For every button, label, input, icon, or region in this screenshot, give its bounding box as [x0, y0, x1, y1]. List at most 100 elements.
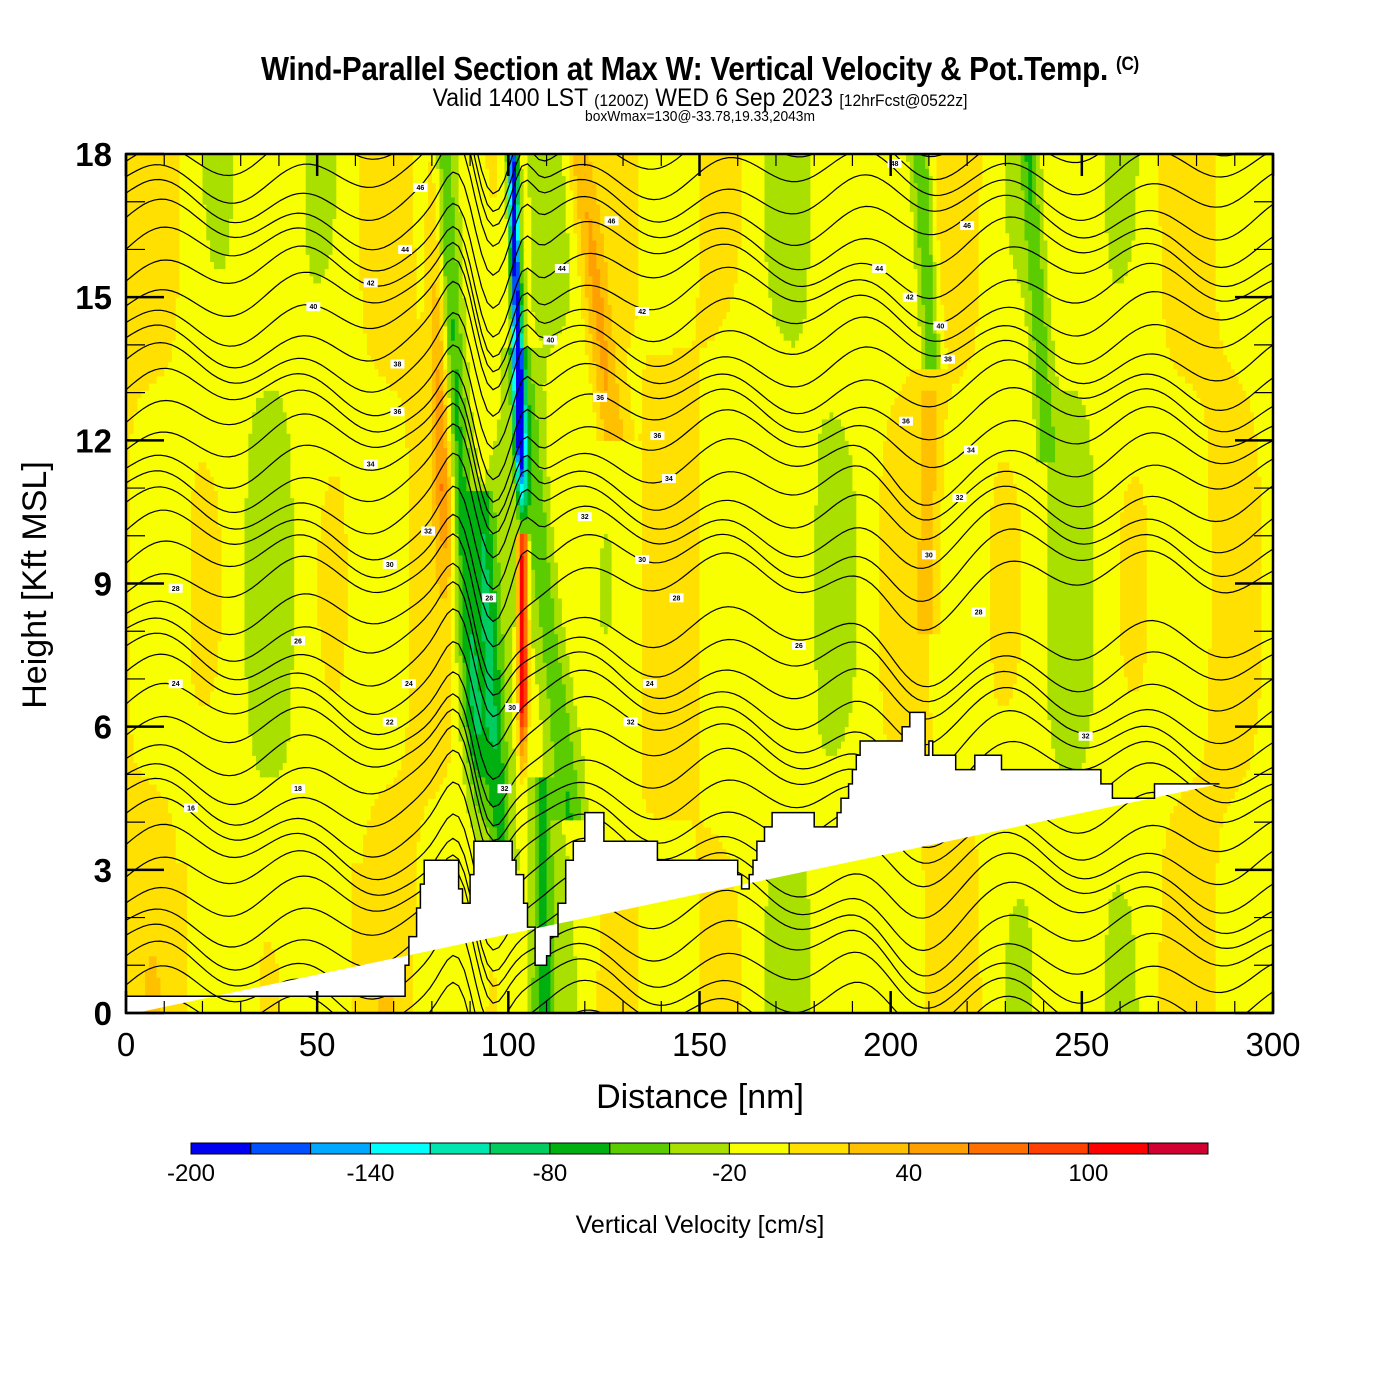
w-cell	[496, 869, 502, 1013]
w-cell	[244, 154, 249, 499]
w-cell	[695, 154, 701, 298]
w-cell	[313, 154, 318, 284]
colorbar-bin	[250, 1142, 312, 1155]
w-cell	[1066, 776, 1071, 1013]
w-cell	[466, 361, 471, 449]
w-cell	[194, 469, 200, 699]
w-cell	[600, 154, 605, 234]
w-cell	[531, 154, 536, 313]
w-cell	[1024, 154, 1029, 162]
w-cell	[1177, 798, 1182, 1013]
contour-label-bg	[635, 306, 650, 316]
w-cell	[714, 154, 720, 334]
w-cell	[523, 519, 528, 534]
w-cell	[917, 154, 922, 248]
w-cell	[848, 154, 853, 456]
w-cell	[267, 776, 272, 942]
w-cell	[386, 383, 391, 785]
w-cell	[535, 597, 540, 685]
w-cell	[519, 497, 525, 506]
w-cell	[347, 154, 353, 1013]
w-cell	[936, 762, 941, 1013]
w-cell	[928, 633, 934, 713]
w-cell	[217, 154, 223, 270]
w-cell	[603, 390, 609, 441]
w-cell	[267, 390, 272, 778]
colorbar-tick-label: -140	[346, 1160, 394, 1187]
colorbar-bin	[310, 1142, 371, 1155]
w-cell	[959, 154, 964, 377]
w-cell	[328, 690, 333, 1013]
w-cell	[309, 275, 314, 1013]
contour-label: 44	[401, 247, 409, 254]
w-cell	[523, 404, 528, 434]
colorbar-bin	[1028, 1142, 1089, 1155]
w-cell	[776, 154, 781, 327]
w-cell	[1135, 175, 1140, 477]
w-cell	[764, 261, 769, 907]
w-cell	[191, 490, 196, 685]
w-cell	[974, 154, 980, 327]
w-cell	[435, 504, 441, 585]
w-cell	[1120, 154, 1125, 284]
w-cell	[324, 268, 330, 491]
w-cell	[844, 154, 850, 441]
contour-label-bg	[482, 593, 497, 603]
contour-label-bg	[604, 216, 619, 226]
w-cell	[1005, 461, 1010, 706]
w-cell	[523, 705, 528, 728]
w-cell	[657, 819, 662, 1013]
w-cell	[1230, 798, 1236, 1013]
w-cell	[1227, 805, 1232, 1013]
w-cell	[198, 705, 203, 1013]
w-cell	[1173, 154, 1178, 370]
w-cell	[508, 182, 513, 205]
w-cell	[435, 239, 441, 298]
w-cell	[982, 154, 987, 1013]
w-cell	[321, 154, 326, 277]
contour-label-bg	[390, 407, 405, 417]
colorbar-bin	[549, 1142, 611, 1155]
w-cell	[538, 347, 544, 470]
w-cell	[1039, 268, 1045, 463]
contour-label-bg	[952, 493, 967, 503]
x-tick-label: 300	[1245, 1026, 1300, 1063]
w-cell	[1219, 826, 1224, 1013]
w-cell	[538, 776, 544, 1013]
w-cell	[1135, 690, 1140, 1000]
w-cell	[722, 848, 727, 1013]
x-tick-label: 250	[1054, 1026, 1109, 1063]
w-cell	[1250, 755, 1255, 1013]
y-tick-label: 6	[94, 709, 112, 746]
w-cell	[779, 154, 785, 334]
w-cell	[944, 368, 949, 420]
w-cell	[508, 347, 513, 356]
boxwmax-annotation: boxWmax=130@-33.78,19.33,2043m	[585, 108, 815, 125]
w-cell	[496, 669, 502, 857]
w-cell	[531, 977, 536, 1013]
w-cell	[928, 154, 934, 177]
contour-label: 24	[405, 681, 413, 688]
w-cell	[485, 726, 490, 785]
w-cell	[1116, 154, 1121, 284]
w-cell	[458, 211, 463, 334]
w-cell	[213, 154, 219, 270]
w-cell	[940, 776, 945, 1013]
w-cell	[917, 826, 922, 1013]
w-cell	[516, 447, 521, 456]
w-cell	[221, 154, 226, 270]
w-cell	[535, 333, 540, 348]
w-cell	[1177, 154, 1182, 377]
w-cell	[603, 440, 609, 534]
w-cell	[653, 154, 658, 355]
contour-label-bg	[791, 641, 806, 651]
w-cell	[370, 805, 376, 1013]
w-cell	[321, 662, 326, 1013]
w-cell	[171, 826, 177, 1013]
contour-label: 32	[501, 786, 509, 793]
w-cell	[978, 977, 983, 1013]
w-cell	[516, 519, 521, 534]
w-cell	[496, 154, 502, 420]
w-cell	[1070, 390, 1075, 778]
w-cell	[561, 154, 567, 177]
